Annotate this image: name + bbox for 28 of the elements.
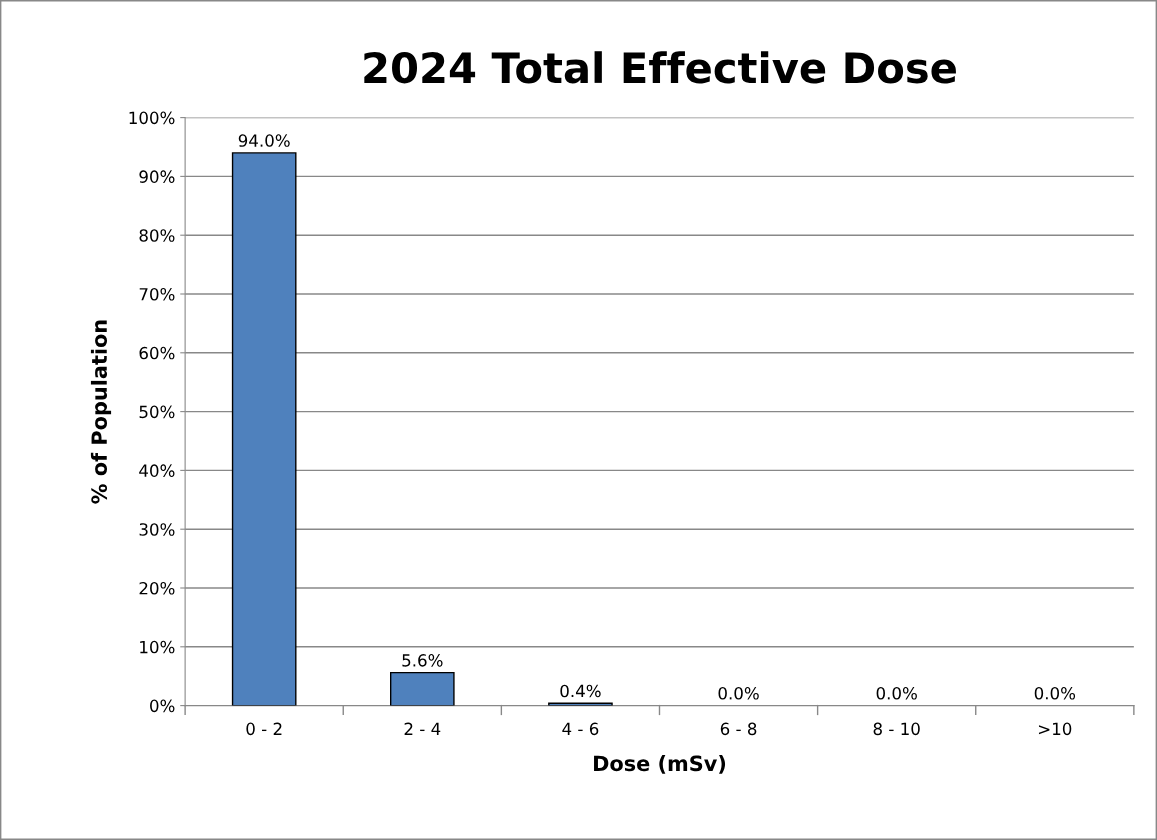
x-tick-label: 0 - 2: [246, 722, 282, 736]
y-tick-label: 10%: [140, 640, 175, 654]
data-label: 0.0%: [1034, 686, 1076, 700]
data-label: 94.0%: [238, 134, 290, 147]
data-label: 5.6%: [402, 654, 443, 667]
y-tick-label: 40%: [139, 464, 175, 477]
x-tick-label: 2 - 4: [404, 722, 441, 735]
data-label: 0.0%: [718, 686, 759, 700]
x-tick-label: >10: [1038, 722, 1072, 736]
y-axis-title: % of Population: [90, 320, 112, 504]
y-tick-label: 90%: [139, 170, 175, 183]
y-tick-label: 60%: [139, 346, 175, 360]
x-tick-label: 8 - 10: [873, 722, 920, 736]
y-tick-label: 30%: [139, 523, 175, 536]
x-tick-label: 6 - 8: [720, 722, 757, 736]
y-tick-label: 50%: [139, 405, 175, 419]
chart-title: 2024 Total Effective Dose: [364, 51, 956, 84]
x-tick-label: 4 - 6: [562, 722, 599, 736]
y-tick-label: 70%: [139, 287, 175, 301]
y-tick-label: 80%: [139, 229, 175, 242]
x-axis-title: Dose (mSv): [594, 755, 726, 774]
bar: [231, 152, 297, 706]
y-tick-label: 0%: [150, 699, 175, 713]
y-tick-label: 100%: [129, 111, 175, 125]
data-label: 0.4%: [560, 684, 601, 698]
data-label: 0.0%: [876, 686, 917, 700]
bar: [389, 671, 455, 706]
y-tick-label: 20%: [139, 581, 175, 595]
